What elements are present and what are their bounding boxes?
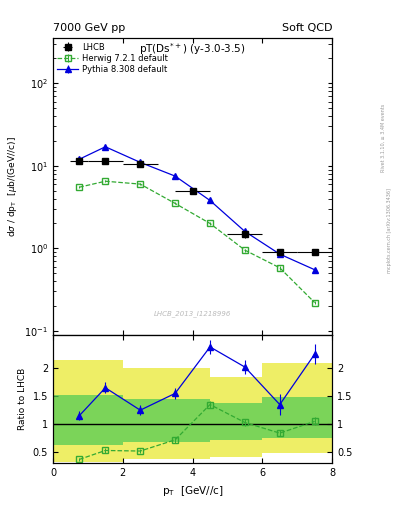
Text: Rivet 3.1.10, ≥ 3.4M events: Rivet 3.1.10, ≥ 3.4M events [381,104,386,173]
Text: mcplots.cern.ch [arXiv:1306.3436]: mcplots.cern.ch [arXiv:1306.3436] [387,188,391,273]
X-axis label: p$_\mathrm{T}$  [GeV//c]: p$_\mathrm{T}$ [GeV//c] [162,484,223,498]
Y-axis label: d$\sigma$ / dp$_\mathrm{T}$  [$\mu$b/(GeV//c)]: d$\sigma$ / dp$_\mathrm{T}$ [$\mu$b/(GeV… [6,136,19,237]
Text: Soft QCD: Soft QCD [282,23,332,33]
Legend: LHCB, Herwig 7.2.1 default, Pythia 8.308 default: LHCB, Herwig 7.2.1 default, Pythia 8.308… [55,41,170,75]
Text: 7000 GeV pp: 7000 GeV pp [53,23,125,33]
Text: pT(Ds$^{*+}$) (y-3.0-3.5): pT(Ds$^{*+}$) (y-3.0-3.5) [140,41,246,57]
Y-axis label: Ratio to LHCB: Ratio to LHCB [18,368,27,430]
Text: LHCB_2013_I1218996: LHCB_2013_I1218996 [154,310,231,317]
